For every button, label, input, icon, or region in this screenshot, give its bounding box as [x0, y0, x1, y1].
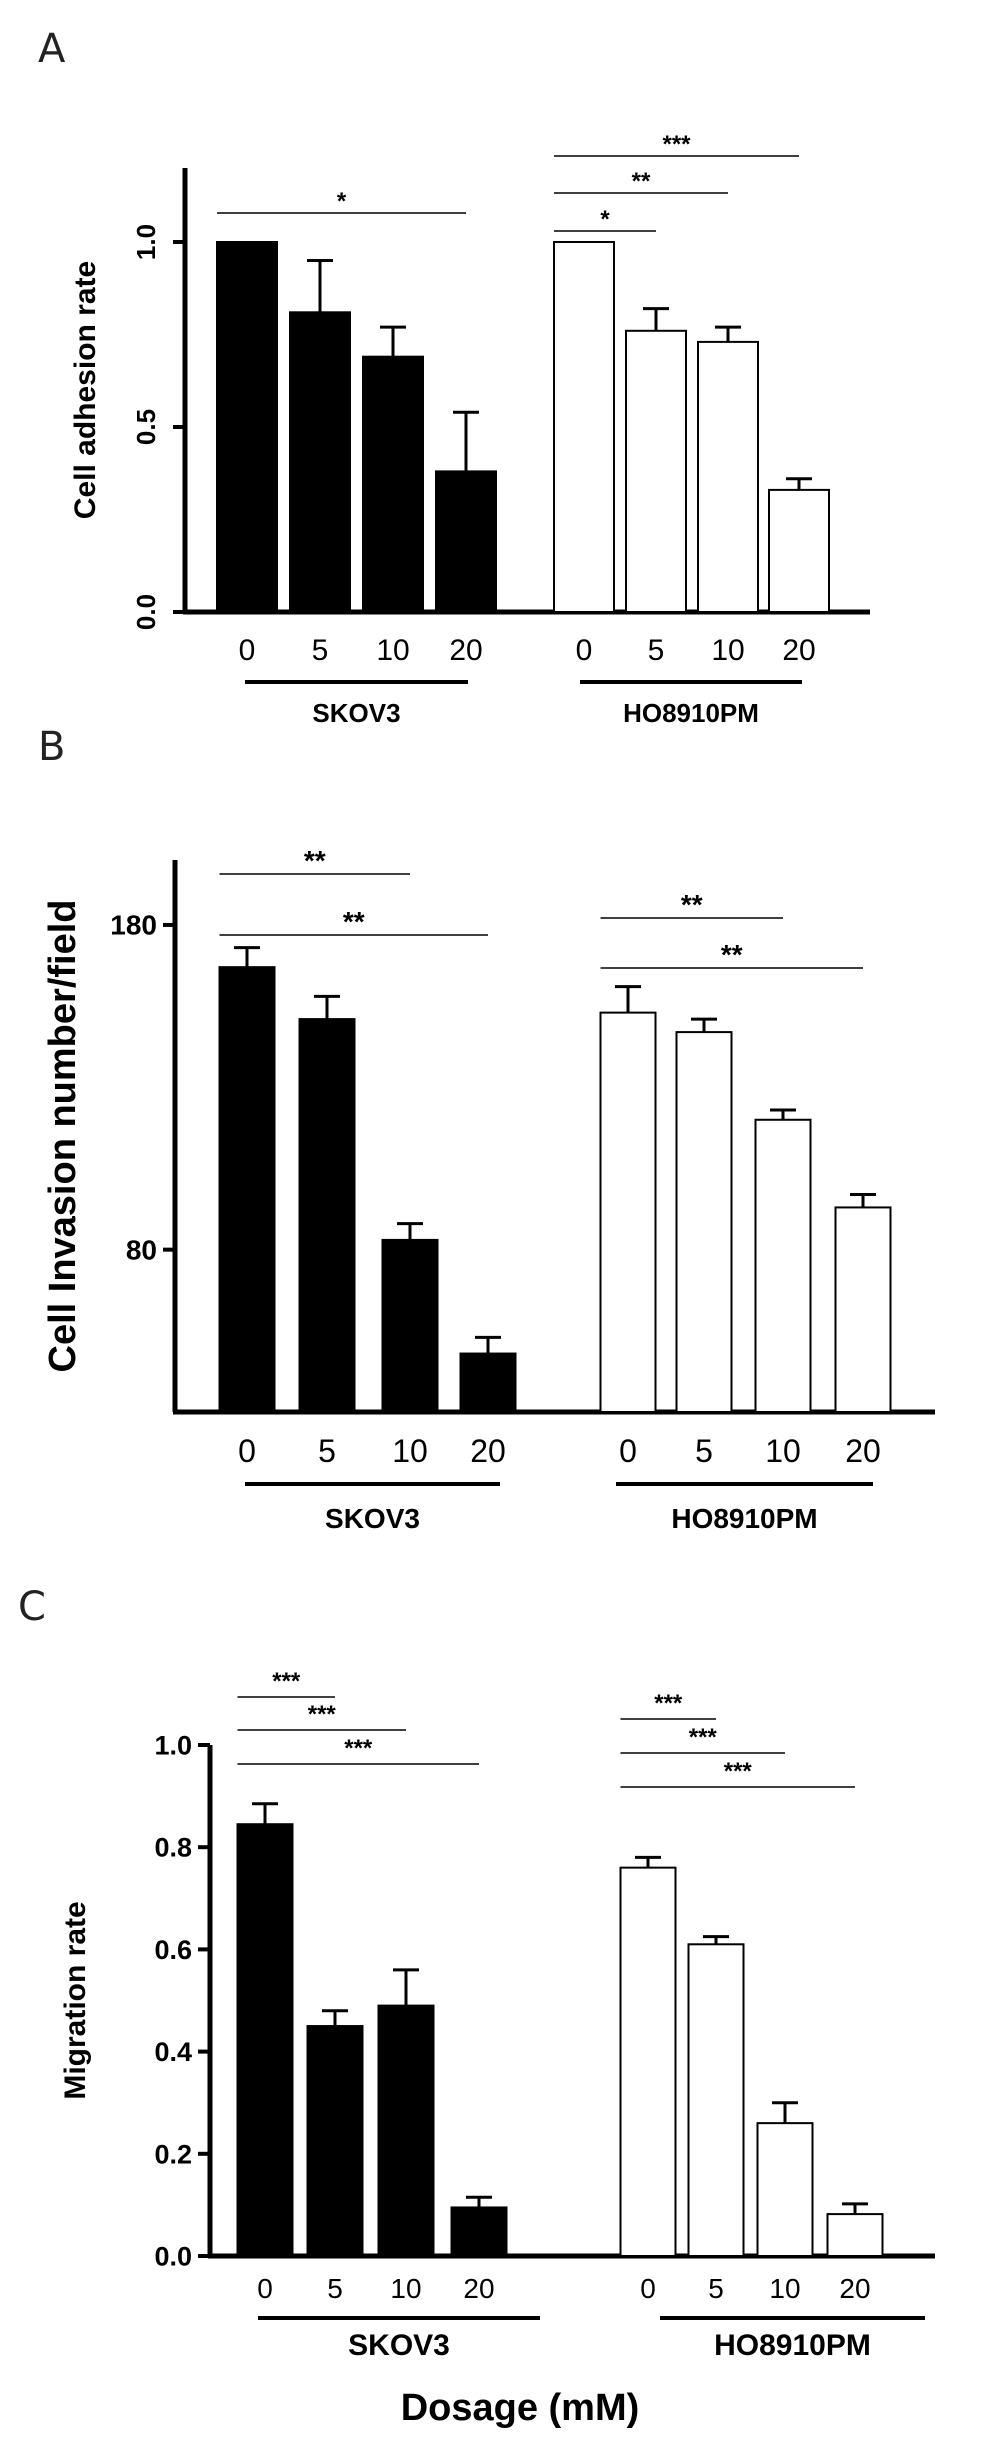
panel-b: B 80 180 Cell Invasion number/field 0 5 10 20 SK…	[38, 724, 935, 1534]
x-tick-label: 5	[318, 1433, 336, 1469]
bar	[289, 311, 351, 613]
y-tick-label: 0.8	[154, 1833, 192, 1863]
x-tick-label: 20	[463, 2273, 494, 2304]
significance-stars: **	[681, 889, 703, 920]
x-tick-label: 10	[711, 634, 744, 667]
bar	[362, 355, 424, 614]
significance-stars: *	[337, 188, 347, 215]
series-ho8910pm: 0 5 10 20 HO8910PM	[553, 241, 830, 728]
bar	[675, 1031, 733, 1413]
significance-stars: ***	[344, 1735, 373, 1762]
y-tick-label: 0.0	[154, 2241, 192, 2271]
bar	[619, 1866, 677, 2257]
y-axis-label: Migration rate	[59, 1901, 92, 2099]
bar	[768, 488, 830, 613]
x-tick-label: 20	[845, 1433, 881, 1469]
series-ho8910pm: 0 5 10 20 HO8910PM	[619, 1855, 925, 2362]
x-tick-label: 5	[327, 2273, 343, 2304]
x-tick-label: 20	[470, 1433, 506, 1469]
x-tick-label: 5	[312, 634, 329, 667]
y-tick-label: 0.0	[131, 594, 161, 630]
bar	[435, 470, 497, 613]
panel-letter: B	[38, 724, 65, 770]
x-tick-label: 0	[619, 1433, 637, 1469]
x-tick-label: 10	[390, 2273, 421, 2304]
significance-stars: ***	[724, 1758, 753, 1785]
y-tick-label: 180	[110, 910, 157, 941]
x-tick-label: 5	[708, 2273, 724, 2304]
x-tick-label: 0	[640, 2273, 656, 2304]
x-tick-label: 5	[695, 1433, 713, 1469]
bar	[236, 1823, 294, 2257]
y-axis-label: Cell Invasion number/field	[42, 900, 84, 1373]
bar	[381, 1238, 439, 1413]
x-tick-label: 0	[238, 1433, 256, 1469]
x-tick-label: 0	[257, 2273, 273, 2304]
bar	[298, 1018, 356, 1413]
bar	[599, 1011, 657, 1413]
x-tick-label: 10	[392, 1433, 428, 1469]
group-label: SKOV3	[348, 2329, 450, 2362]
significance-stars: ***	[272, 1668, 301, 1695]
y-tick-label: 0.2	[154, 2139, 192, 2169]
y-tick-label: 80	[126, 1234, 157, 1265]
bar	[625, 329, 687, 613]
bar	[218, 966, 276, 1413]
bar	[553, 241, 615, 613]
bar	[216, 241, 278, 613]
x-tick-label: 5	[648, 634, 665, 667]
x-tick-label: 20	[782, 634, 815, 667]
significance-stars: ***	[308, 1701, 337, 1728]
bar	[377, 2004, 435, 2257]
significance-stars: **	[304, 845, 326, 876]
significance-stars: *	[600, 206, 610, 233]
significance-stars: ***	[689, 1724, 718, 1751]
group-label: SKOV3	[325, 1503, 420, 1534]
panel-letter: A	[38, 26, 66, 72]
significance-stars: **	[721, 939, 743, 970]
bar	[697, 340, 759, 613]
x-tick-label: 20	[449, 634, 482, 667]
panel-letter: C	[18, 1584, 46, 1630]
x-tick-label: 10	[376, 634, 409, 667]
x-tick-label: 20	[839, 2273, 870, 2304]
group-label: SKOV3	[312, 698, 400, 728]
bar	[754, 1118, 812, 1413]
bar	[834, 1206, 892, 1414]
group-label: HO8910PM	[623, 698, 759, 728]
significance-stars: **	[343, 906, 365, 937]
x-axis-label: Dosage (mM)	[401, 2387, 640, 2429]
y-tick-label: 0.6	[154, 1935, 192, 1965]
series-ho8910pm: 0 5 10 20 HO8910PM	[599, 985, 892, 1534]
y-tick-label: 1.0	[154, 1730, 192, 1760]
x-tick-label: 10	[765, 1433, 801, 1469]
bar	[306, 2025, 364, 2258]
bar	[826, 2213, 884, 2257]
y-axis-label: Cell adhesion rate	[69, 261, 102, 519]
group-label: HO8910PM	[714, 2329, 871, 2362]
x-tick-label: 0	[576, 634, 593, 667]
y-tick-label: 1.0	[131, 224, 161, 260]
group-label: HO8910PM	[671, 1503, 817, 1534]
significance-stars: ***	[654, 1690, 683, 1717]
x-tick-label: 0	[239, 634, 256, 667]
significance-stars: ***	[662, 131, 691, 158]
x-tick-label: 10	[769, 2273, 800, 2304]
bar	[756, 2122, 814, 2257]
series-skov3: 0 5 10 20 SKOV3	[236, 1802, 540, 2362]
y-tick-label: 0.4	[154, 2037, 192, 2067]
bar	[687, 1943, 745, 2258]
series-skov3: 0 5 10 20 SKOV3	[216, 241, 497, 728]
bar	[459, 1352, 517, 1414]
panel-c: C 0.0 0.2 0.4 0.6 0.8 1.0 Migration rate 0 5 10 20 S…	[18, 1584, 935, 2429]
series-skov3: 0 5 10 20 SKOV3	[218, 946, 517, 1534]
y-tick-label: 0.5	[131, 409, 161, 445]
bar	[450, 2206, 508, 2258]
significance-stars: **	[632, 168, 651, 195]
